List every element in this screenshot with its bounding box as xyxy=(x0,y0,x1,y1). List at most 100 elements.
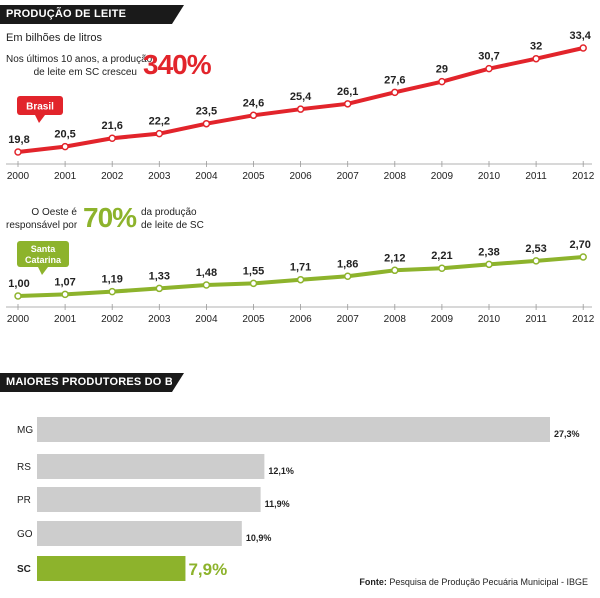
bar-go xyxy=(37,521,242,546)
share-note-right2: de leite de SC xyxy=(141,220,204,231)
x-tick-label: 2005 xyxy=(242,171,265,182)
x-tick-label: 2012 xyxy=(572,314,595,325)
bar-value-label: 12,1% xyxy=(268,466,294,476)
x-tick-label: 2004 xyxy=(195,171,218,182)
data-label: 19,8 xyxy=(8,134,29,146)
data-label: 2,12 xyxy=(384,252,405,264)
section-header-producers: MAIORES PRODUTORES DO BRASIL xyxy=(0,373,207,392)
series-label-sc-line1: Santa xyxy=(31,244,57,254)
bar-category-label: SC xyxy=(17,564,31,575)
bar-category-label: RS xyxy=(17,462,31,473)
bar-category-label: GO xyxy=(17,529,33,540)
x-tick-label: 2003 xyxy=(148,314,171,325)
data-label: 2,70 xyxy=(569,239,590,251)
data-point xyxy=(249,111,258,120)
series-label-sc-line2: Catarina xyxy=(25,255,62,265)
data-point xyxy=(202,281,211,289)
bar-sc xyxy=(37,556,186,581)
badge-pointer xyxy=(35,115,45,123)
data-label: 2,21 xyxy=(431,250,452,262)
data-label: 24,6 xyxy=(243,97,264,109)
data-label: 2,38 xyxy=(478,246,499,258)
badge-pointer xyxy=(38,267,48,275)
x-tick-label: 2001 xyxy=(54,171,77,182)
data-point xyxy=(343,100,352,108)
growth-note-line1: Nos últimos 10 anos, a produção xyxy=(6,54,153,65)
x-tick-label: 2003 xyxy=(148,171,171,182)
data-point xyxy=(532,54,540,63)
share-note-left2: responsável por xyxy=(6,220,78,231)
data-point xyxy=(391,266,399,275)
source-label: Fonte: xyxy=(359,577,387,587)
x-tick-label: 2001 xyxy=(54,314,77,325)
bar-pr xyxy=(37,487,261,512)
data-point xyxy=(343,272,352,281)
data-label: 1,33 xyxy=(149,270,170,282)
data-label: 1,55 xyxy=(243,265,264,277)
growth-note-line2: de leite em SC cresceu xyxy=(33,67,137,78)
x-tick-label: 2010 xyxy=(478,171,501,182)
data-label: 1,86 xyxy=(337,258,358,270)
data-point xyxy=(155,129,164,138)
data-point xyxy=(249,279,258,288)
data-label: 20,5 xyxy=(54,129,75,141)
data-point xyxy=(61,142,69,151)
data-label: 2,53 xyxy=(525,243,546,255)
data-label: 1,19 xyxy=(101,274,122,286)
data-point xyxy=(438,264,446,272)
data-point xyxy=(202,119,211,128)
data-label: 32 xyxy=(530,41,542,53)
data-label: 1,07 xyxy=(54,276,75,288)
x-tick-label: 2005 xyxy=(242,314,265,325)
series-badge-brasil xyxy=(17,96,63,115)
x-tick-label: 2006 xyxy=(289,171,312,182)
bar-value-label: 27,3% xyxy=(554,429,580,439)
section-title: MAIORES PRODUTORES DO BRASIL xyxy=(6,376,207,388)
data-label: 33,4 xyxy=(569,30,591,42)
data-label: 26,1 xyxy=(337,86,358,98)
x-tick-label: 2004 xyxy=(195,314,218,325)
bar-mg xyxy=(37,417,550,442)
data-point xyxy=(155,284,164,293)
share-note-right1: da produção xyxy=(141,207,197,218)
bar-value-label: 11,9% xyxy=(265,499,290,509)
data-point xyxy=(108,287,116,296)
section-title: PRODUÇÃO DE LEITE xyxy=(6,8,127,20)
data-point xyxy=(579,44,587,52)
data-point xyxy=(61,290,69,299)
source-text: Pesquisa de Produção Pecuária Municipal … xyxy=(389,577,588,587)
data-label: 21,6 xyxy=(101,120,122,132)
x-tick-label: 2009 xyxy=(431,171,454,182)
data-label: 27,6 xyxy=(384,74,405,86)
bar-value-label: 10,9% xyxy=(246,533,272,543)
data-point xyxy=(532,257,540,265)
x-tick-label: 2011 xyxy=(525,171,547,182)
data-label: 1,71 xyxy=(290,262,311,274)
x-tick-label: 2002 xyxy=(101,314,124,325)
data-label: 30,7 xyxy=(478,51,499,63)
x-tick-label: 2002 xyxy=(101,171,124,182)
series-label-brasil: Brasil xyxy=(26,102,54,113)
bar-rs xyxy=(37,454,265,479)
bar-category-label: PR xyxy=(17,495,31,506)
share-percent: 70% xyxy=(83,202,137,233)
data-point xyxy=(391,88,399,97)
bar-category-label: MG xyxy=(17,425,33,436)
data-point xyxy=(485,260,493,269)
data-label: 1,00 xyxy=(8,278,29,290)
x-tick-label: 2011 xyxy=(525,314,547,325)
x-tick-label: 2000 xyxy=(7,171,30,182)
x-tick-label: 2006 xyxy=(289,314,312,325)
data-point xyxy=(108,134,116,142)
data-label: 23,5 xyxy=(196,106,217,118)
data-point xyxy=(14,148,22,156)
data-label: 29 xyxy=(436,64,448,76)
share-note-left1: O Oeste é xyxy=(31,207,77,218)
data-point xyxy=(296,275,305,284)
x-tick-label: 2008 xyxy=(384,314,407,325)
data-point xyxy=(485,64,493,73)
data-label: 22,2 xyxy=(149,116,170,128)
section-header-production: PRODUÇÃO DE LEITE xyxy=(0,5,184,24)
x-tick-label: 2012 xyxy=(572,171,595,182)
